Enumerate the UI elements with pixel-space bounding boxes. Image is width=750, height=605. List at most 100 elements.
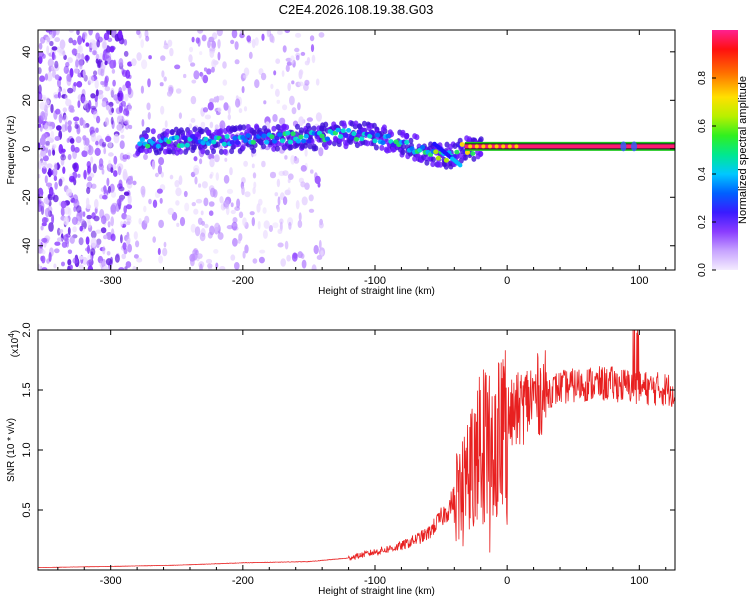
spectrogram-signal-cell — [274, 135, 280, 141]
spectrogram-signal-cell — [200, 140, 206, 146]
spectrogram-noise-cell — [193, 167, 199, 176]
spectrogram-noise-cell — [147, 112, 151, 120]
spectrogram-noise-cell — [158, 255, 164, 264]
spectrogram-signal-halo — [423, 155, 429, 162]
spectrogram-noise-cell — [78, 264, 84, 269]
spectrogram-noise-cell — [116, 123, 123, 131]
spectrogram-noise-cell — [50, 103, 54, 114]
spectrogram-noise-cell — [63, 65, 69, 75]
spectrogram-noise-cell — [91, 50, 98, 56]
spectrogram-noise-cell — [201, 72, 204, 80]
spectrogram-noise-cell — [315, 78, 320, 86]
spectrogram-noise-cell — [218, 95, 225, 101]
spectrogram-noise-cell — [178, 175, 183, 186]
spectrogram-noise-cell — [75, 205, 82, 213]
spectrogram-noise-cell — [251, 217, 255, 227]
spectrogram-noise-cell — [291, 252, 298, 262]
spectrogram-noise-cell — [67, 57, 73, 64]
spectrogram-noise-cell — [230, 254, 236, 261]
spectrogram-signal-cell — [285, 130, 291, 136]
spectrogram-tone-dot — [494, 144, 499, 149]
spectrogram-noise-cell — [52, 54, 57, 60]
spectrogram-noise-cell — [217, 39, 221, 49]
spectrogram-noise-cell — [101, 101, 107, 108]
spectrogram-tone-dot — [507, 144, 512, 149]
spectrogram-noise-cell — [144, 30, 149, 38]
spectrogram-noise-cell — [254, 37, 259, 46]
spectrogram-signal-halo — [313, 145, 319, 152]
spectrogram-noise-cell — [287, 82, 292, 92]
spectrogram-noise-cell — [61, 261, 65, 267]
spectrogram-noise-cell — [160, 105, 165, 115]
spectrogram-noise-cell — [38, 91, 43, 101]
spectrogram-noise-cell — [239, 33, 245, 39]
spectrogram-noise-cell — [103, 147, 107, 155]
spectrogram-noise-cell — [276, 178, 281, 188]
spectrogram-noise-cell — [95, 140, 99, 146]
spectrogram-signal-halo — [430, 156, 436, 163]
spectrogram-noise-cell — [111, 202, 118, 208]
spectrogram-signal-halo — [467, 136, 472, 143]
spectrogram-noise-cell — [72, 257, 79, 264]
spectrogram-noise-cell — [208, 201, 215, 207]
spectrogram-signal-halo — [400, 129, 406, 136]
spectrogram-noise-cell — [207, 40, 211, 49]
spectrogram-noise-cell — [77, 100, 81, 108]
spectrogram-noise-cell — [287, 217, 294, 226]
spectrogram-noise-cell — [90, 105, 97, 110]
spectrogram-signal-cell — [174, 135, 180, 140]
spectrogram-noise-cell — [211, 40, 217, 49]
spectrogram-noise-cell — [234, 41, 239, 50]
spectrogram-noise-cell — [211, 59, 217, 69]
spectrogram-noise-cell — [38, 190, 44, 195]
spectrogram-noise-cell — [213, 249, 219, 254]
spectrogram-noise-cell — [258, 256, 265, 264]
spectrogram-noise-cell — [163, 44, 170, 50]
spectrogram-noise-cell — [95, 89, 99, 97]
spectrogram-tone-dot — [487, 144, 492, 149]
spectrogram-noise-cell — [193, 156, 198, 162]
spectrogram-noise-cell — [57, 91, 61, 99]
spectrogram-signal-halo — [150, 128, 156, 135]
spectrogram-noise-cell — [67, 249, 73, 255]
spectrogram-noise-cell — [38, 239, 41, 246]
spectrogram-noise-cell — [122, 154, 129, 160]
spectrogram-noise-cell — [207, 101, 214, 111]
spectrogram-noise-cell — [148, 198, 152, 205]
spectrogram-noise-cell — [209, 225, 215, 236]
spectrogram-ylabel: Frequency (Hz) — [6, 116, 17, 185]
spectrogram-noise-cell — [94, 198, 99, 209]
spectrogram-noise-cell — [251, 163, 255, 169]
spectrogram-signal-layer — [135, 120, 675, 170]
spectrogram-noise-cell — [117, 167, 123, 174]
spectrogram-noise-cell — [46, 96, 50, 105]
spectrogram-signal-cell — [388, 139, 394, 144]
spectrogram-noise-cell — [279, 117, 286, 126]
spectrogram-noise-cell — [56, 125, 62, 131]
spectrogram-noise-cell — [89, 126, 95, 135]
spectrogram-noise-cell — [285, 64, 290, 72]
spectrogram-noise-cell — [110, 216, 114, 227]
spectrogram-ytick-label: -20 — [21, 189, 33, 205]
spectrogram-noise-cell — [201, 34, 207, 42]
spectrogram-noise-cell — [193, 208, 199, 215]
spectrogram-ytick-label: 20 — [21, 94, 33, 106]
spectrogram-noise-cell — [53, 94, 59, 99]
spectrogram-noise-cell — [178, 112, 182, 119]
spectrogram-noise-cell — [306, 57, 311, 64]
spectrogram-noise-cell — [123, 119, 130, 125]
spectrogram-noise-cell — [252, 172, 257, 179]
spectrogram-noise-cell — [86, 186, 91, 195]
spectrogram-noise-cell — [118, 186, 125, 192]
spectrogram-noise-cell — [47, 193, 53, 201]
spectrogram-signal-cell — [356, 129, 362, 135]
spectrogram-signal-halo — [307, 143, 313, 150]
spectrogram-noise-cell — [46, 136, 52, 142]
spectrogram-noise-cell — [54, 60, 59, 69]
spectrogram-signal-cell — [433, 149, 439, 155]
spectrogram-noise-cell — [103, 32, 110, 41]
spectrogram-noise-cell — [284, 240, 289, 250]
spectrogram-noise-cell — [158, 157, 165, 166]
spectrogram-noise-cell — [189, 46, 194, 53]
